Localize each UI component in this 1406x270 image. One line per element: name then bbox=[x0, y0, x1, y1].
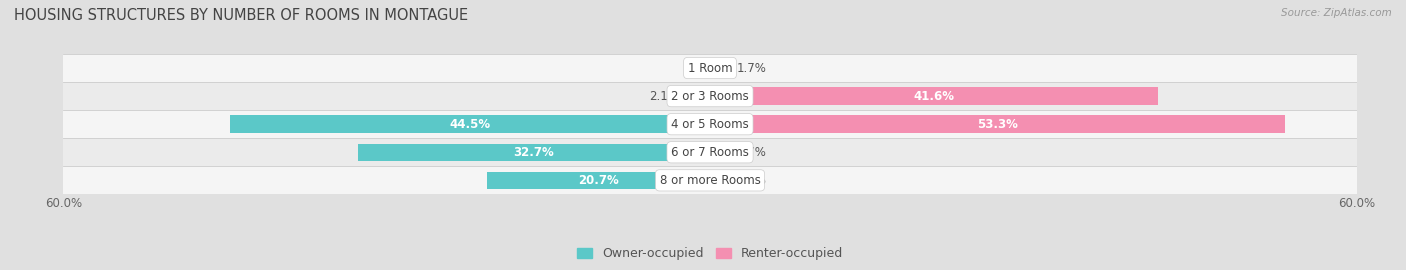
Text: 6 or 7 Rooms: 6 or 7 Rooms bbox=[671, 146, 749, 159]
Bar bbox=[63, 82, 1357, 110]
Text: 8 or more Rooms: 8 or more Rooms bbox=[659, 174, 761, 187]
Bar bbox=[688, 87, 710, 105]
Bar bbox=[710, 116, 1285, 133]
Text: 44.5%: 44.5% bbox=[450, 118, 491, 131]
Bar bbox=[710, 87, 1159, 105]
Text: 20.7%: 20.7% bbox=[578, 174, 619, 187]
Bar bbox=[710, 144, 728, 161]
Text: Source: ZipAtlas.com: Source: ZipAtlas.com bbox=[1281, 8, 1392, 18]
Bar bbox=[63, 54, 1357, 82]
Legend: Owner-occupied, Renter-occupied: Owner-occupied, Renter-occupied bbox=[572, 242, 848, 265]
Text: 41.6%: 41.6% bbox=[914, 90, 955, 103]
Bar bbox=[63, 166, 1357, 194]
Text: 1 Room: 1 Room bbox=[688, 62, 733, 75]
Bar bbox=[63, 110, 1357, 138]
Bar bbox=[63, 138, 1357, 166]
Text: HOUSING STRUCTURES BY NUMBER OF ROOMS IN MONTAGUE: HOUSING STRUCTURES BY NUMBER OF ROOMS IN… bbox=[14, 8, 468, 23]
Text: 53.3%: 53.3% bbox=[977, 118, 1018, 131]
Text: 4 or 5 Rooms: 4 or 5 Rooms bbox=[671, 118, 749, 131]
Bar bbox=[710, 59, 728, 77]
Bar bbox=[710, 172, 728, 189]
Bar bbox=[486, 172, 710, 189]
Text: 32.7%: 32.7% bbox=[513, 146, 554, 159]
Text: 1.7%: 1.7% bbox=[737, 146, 766, 159]
Text: 1.7%: 1.7% bbox=[737, 62, 766, 75]
Bar bbox=[231, 116, 710, 133]
Text: 1.7%: 1.7% bbox=[737, 174, 766, 187]
Text: 2 or 3 Rooms: 2 or 3 Rooms bbox=[671, 90, 749, 103]
Text: 2.1%: 2.1% bbox=[650, 90, 679, 103]
Bar bbox=[357, 144, 710, 161]
